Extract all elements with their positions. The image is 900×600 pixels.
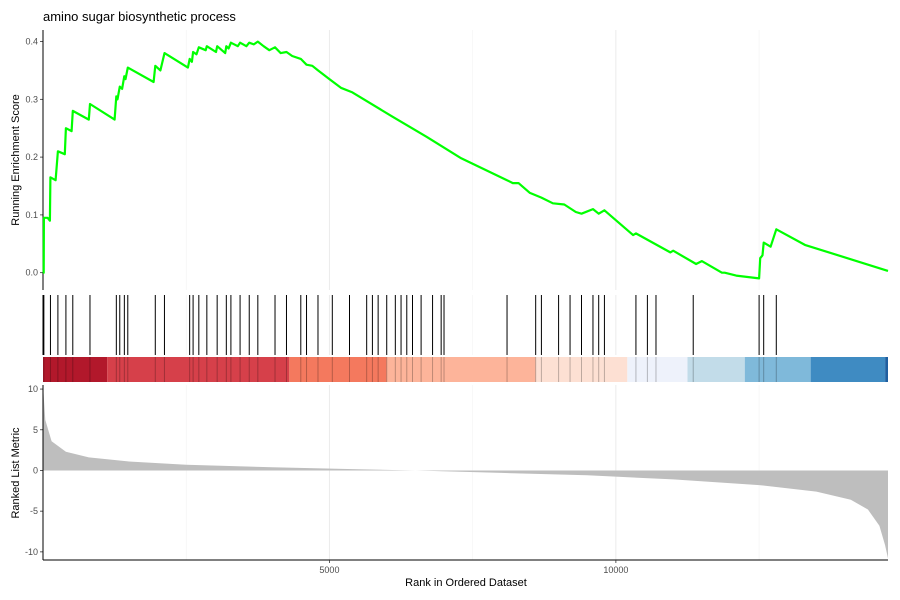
y-tick-label: 0.2: [25, 152, 38, 162]
enrichment-score-panel: 0.0 0.1 0.2 0.3 0.4: [25, 30, 889, 290]
y-tick-label: 0.1: [25, 210, 38, 220]
color-bar-segment: [627, 357, 688, 382]
y-tick-label: 0: [33, 465, 38, 475]
color-bar-segment: [107, 357, 290, 382]
gene-hits-panel: [42, 295, 777, 355]
x-axis-label: Rank in Ordered Dataset: [405, 577, 527, 589]
color-bar-segment: [885, 357, 888, 382]
color-bar-segment: [535, 357, 628, 382]
rank-color-bar: [43, 357, 888, 382]
color-bar-segment: [687, 357, 745, 382]
y-tick-label: -5: [30, 506, 38, 516]
y-tick-label: 0.3: [25, 94, 38, 104]
enrichment-y-axis-label: Running Enrichment Score: [10, 94, 22, 225]
color-bar-segment: [386, 357, 536, 382]
ranked-metric-area: [43, 385, 888, 559]
ranked-metric-panel: 10 5 0 -5 -10 5000 10000: [25, 384, 888, 575]
color-bar-segment: [810, 357, 886, 382]
enrichment-score-line: [42, 40, 889, 280]
chart-title: amino sugar biosynthetic process: [43, 9, 236, 24]
color-bar-segment: [43, 357, 108, 382]
x-tick-label: 5000: [319, 565, 339, 575]
color-bar-segment: [289, 357, 387, 382]
y-tick-label: 0.4: [25, 37, 38, 47]
y-tick-label: -10: [25, 547, 38, 557]
x-tick-label: 10000: [603, 565, 628, 575]
color-bar-segment: [744, 357, 811, 382]
metric-y-axis-label: Ranked List Metric: [10, 427, 22, 519]
y-tick-label: 10: [28, 384, 38, 394]
y-tick-label: 0.0: [25, 268, 38, 278]
y-tick-label: 5: [33, 425, 38, 435]
